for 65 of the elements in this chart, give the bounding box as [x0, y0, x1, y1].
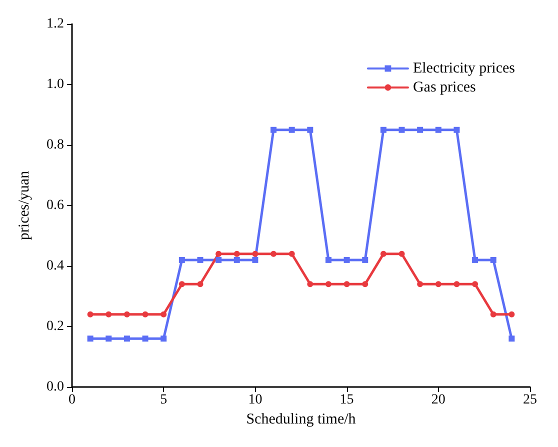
point — [417, 281, 424, 288]
point — [490, 311, 496, 318]
x-tick-label: 5 — [160, 392, 168, 408]
point — [124, 311, 130, 318]
point — [124, 336, 130, 342]
point — [325, 281, 332, 288]
point — [87, 311, 94, 318]
x-tick-label: 0 — [68, 392, 76, 408]
y-tick-label: 0.6 — [46, 198, 64, 213]
point — [216, 256, 222, 263]
point — [252, 256, 258, 263]
point — [325, 256, 332, 263]
point — [472, 281, 478, 288]
point — [106, 336, 112, 342]
x-tick-label: 25 — [523, 392, 537, 408]
point — [197, 256, 204, 263]
x-tick-label: 10 — [248, 392, 262, 408]
x-tick-label: 20 — [431, 392, 446, 408]
y-tick-label: 0.4 — [46, 258, 64, 274]
point — [178, 256, 185, 263]
point — [435, 126, 442, 133]
point — [270, 126, 277, 133]
y-tick-label: 1.2 — [46, 16, 64, 32]
point — [234, 256, 240, 263]
point — [197, 281, 204, 288]
point — [307, 281, 314, 288]
x-tick-label: 15 — [340, 392, 354, 408]
point — [216, 250, 222, 257]
point — [142, 336, 148, 342]
y-tick-label: 0.0 — [46, 380, 64, 394]
legend-label: Gas prices — [412, 80, 476, 96]
point — [288, 250, 295, 257]
point — [380, 250, 386, 257]
point — [234, 250, 240, 257]
y-tick-label: 1.0 — [46, 77, 64, 92]
y-tick-label: 0.8 — [46, 138, 64, 152]
point — [288, 126, 295, 133]
point — [380, 126, 386, 133]
point — [417, 126, 424, 133]
point — [472, 256, 478, 263]
point — [178, 281, 185, 288]
point — [490, 256, 496, 263]
point — [398, 250, 405, 257]
point — [435, 281, 442, 288]
point — [142, 311, 148, 318]
point — [160, 336, 167, 342]
x-axis-title: Scheduling time/h — [246, 411, 356, 428]
point — [454, 126, 460, 133]
point — [307, 126, 314, 133]
point — [270, 250, 277, 257]
y-axis-title: prices/yuan — [16, 170, 32, 240]
y-tick-label: 0.2 — [46, 319, 64, 334]
legend-label: Electricity prices — [412, 60, 516, 76]
point — [87, 336, 94, 342]
point — [398, 126, 405, 133]
point — [362, 256, 368, 263]
point — [106, 311, 112, 318]
point — [362, 281, 368, 288]
point — [252, 250, 258, 257]
point — [508, 336, 515, 342]
point — [454, 281, 460, 288]
point — [160, 311, 167, 318]
point — [344, 256, 350, 263]
point — [344, 281, 350, 288]
point — [508, 311, 515, 318]
